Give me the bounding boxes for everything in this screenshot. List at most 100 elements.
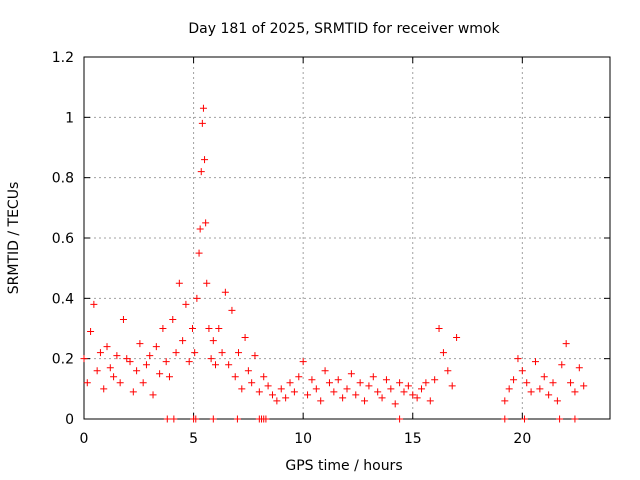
data-point xyxy=(119,315,127,323)
data-point xyxy=(361,397,369,405)
data-point xyxy=(221,288,229,296)
data-point xyxy=(116,379,124,387)
data-point xyxy=(356,379,364,387)
data-point xyxy=(387,385,395,393)
data-point xyxy=(268,391,276,399)
data-point xyxy=(518,367,526,375)
data-point xyxy=(260,373,268,381)
data-point xyxy=(343,385,351,393)
data-point xyxy=(510,376,518,384)
y-tick-label: 0.6 xyxy=(52,231,74,247)
x-tick-label: 20 xyxy=(513,431,531,447)
data-point xyxy=(175,279,183,287)
data-point xyxy=(191,349,199,357)
chart-title: Day 181 of 2025, SRMTID for receiver wmo… xyxy=(188,21,500,37)
data-point xyxy=(334,376,342,384)
data-point xyxy=(193,294,201,302)
data-point xyxy=(170,415,178,423)
x-tick-label: 10 xyxy=(294,431,312,447)
data-point xyxy=(169,315,177,323)
data-point xyxy=(426,397,434,405)
data-point xyxy=(299,358,307,366)
data-point xyxy=(453,334,461,342)
data-point xyxy=(233,415,241,423)
data-point xyxy=(93,367,101,375)
data-point xyxy=(501,397,509,405)
data-point xyxy=(90,300,98,308)
y-axis-label: SRMTID / TECUs xyxy=(6,182,22,295)
data-point xyxy=(501,415,509,423)
data-point xyxy=(435,325,443,332)
data-point xyxy=(80,355,88,363)
data-point xyxy=(185,358,193,366)
data-point xyxy=(192,415,200,423)
data-point xyxy=(391,400,399,408)
data-point xyxy=(146,352,154,360)
data-point xyxy=(262,415,270,423)
data-point xyxy=(409,391,417,399)
data-point xyxy=(197,168,205,176)
data-point xyxy=(521,415,529,423)
data-point xyxy=(404,382,412,390)
data-point xyxy=(571,415,579,423)
data-point xyxy=(228,306,236,314)
data-point xyxy=(325,379,333,387)
data-point xyxy=(212,361,219,369)
data-points xyxy=(80,104,588,423)
data-point xyxy=(505,385,513,393)
data-point xyxy=(238,385,246,393)
x-axis-label: GPS time / hours xyxy=(285,458,402,474)
data-point xyxy=(339,394,347,402)
data-point xyxy=(207,355,215,363)
data-point xyxy=(136,340,144,348)
data-point xyxy=(162,358,170,366)
data-point xyxy=(110,373,118,381)
x-tick-label: 0 xyxy=(80,431,89,447)
data-point xyxy=(129,388,137,396)
data-point xyxy=(277,385,285,393)
tick-marks xyxy=(83,56,610,420)
data-point xyxy=(218,349,226,357)
data-point xyxy=(113,352,121,360)
data-point xyxy=(431,376,439,384)
data-point xyxy=(567,379,575,387)
x-tick-label: 15 xyxy=(404,431,422,447)
x-tick-label: 5 xyxy=(189,431,198,447)
data-point xyxy=(235,349,243,357)
data-point xyxy=(396,415,404,423)
data-point xyxy=(182,300,190,308)
y-tick-label: 0 xyxy=(65,412,74,428)
data-point xyxy=(264,382,272,390)
data-point xyxy=(352,391,360,399)
data-point xyxy=(330,388,338,396)
data-point xyxy=(106,364,114,372)
data-point xyxy=(149,391,157,399)
data-point xyxy=(159,325,167,332)
data-point xyxy=(396,379,404,387)
data-point xyxy=(523,379,531,387)
y-tick-label: 1.2 xyxy=(52,50,74,66)
data-point xyxy=(241,334,249,342)
data-point xyxy=(549,379,557,387)
data-point xyxy=(369,373,377,381)
data-point xyxy=(179,337,187,345)
data-point xyxy=(225,361,233,369)
data-point xyxy=(444,367,452,375)
grid-lines xyxy=(84,57,610,419)
y-tick-label: 0.8 xyxy=(52,171,74,187)
data-point xyxy=(448,382,456,390)
data-point xyxy=(545,391,553,399)
data-point xyxy=(126,358,134,366)
data-point xyxy=(580,382,588,390)
y-tick-label: 0.4 xyxy=(52,291,74,307)
data-point xyxy=(562,340,570,348)
data-point xyxy=(205,325,213,332)
data-point xyxy=(215,325,223,332)
plot-frame xyxy=(83,56,611,420)
data-point xyxy=(203,279,211,287)
data-point xyxy=(400,388,408,396)
y-tick-label: 1 xyxy=(65,110,74,126)
data-point xyxy=(317,397,325,405)
data-point xyxy=(374,388,382,396)
